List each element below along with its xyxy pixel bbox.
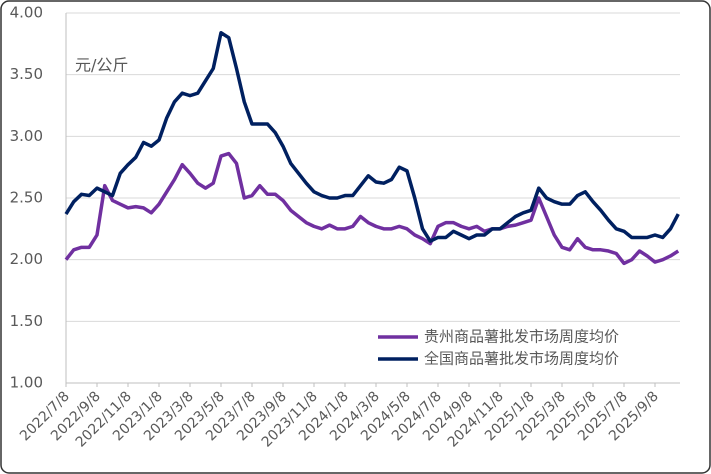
legend-label: 全国商品薯批发市场周度均价 <box>424 350 619 368</box>
legend-label: 贵州商品薯批发市场周度均价 <box>424 328 619 346</box>
y-tick-label: 1.50 <box>10 312 43 330</box>
y-tick-label: 2.00 <box>10 250 43 268</box>
y-tick-label: 3.50 <box>10 65 43 83</box>
y-tick-label: 1.00 <box>10 374 43 392</box>
y-tick-label: 3.00 <box>10 127 43 145</box>
y-tick-label: 4.00 <box>10 4 43 22</box>
y-tick-label: 2.50 <box>10 189 43 207</box>
line-series <box>64 30 680 243</box>
line-series <box>64 151 680 266</box>
unit-annotation: 元/公斤 <box>75 56 128 75</box>
